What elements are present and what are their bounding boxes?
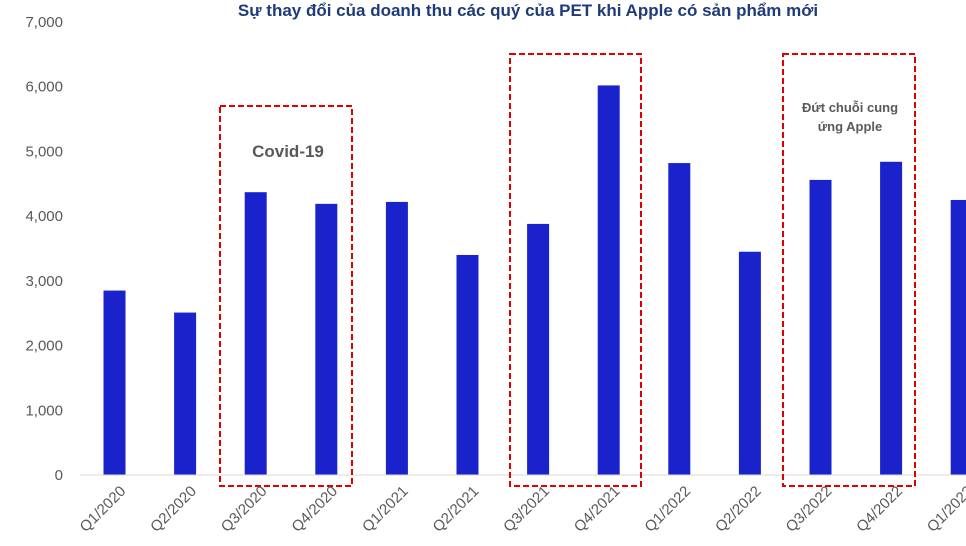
x-tick-label: Q4/2022 [853, 483, 906, 536]
x-tick-label: Q1/2020 [77, 483, 130, 536]
annotation-label: Covid-19 [252, 142, 324, 161]
bar [103, 290, 126, 475]
x-tick-label: Q2/2022 [712, 483, 765, 536]
highlight-box [782, 53, 916, 487]
bar [880, 161, 903, 476]
bars [103, 85, 966, 476]
x-tick-label: Q4/2020 [288, 483, 341, 536]
chart-title: Sự thay đổi của doanh thu các quý của PE… [238, 1, 818, 20]
bar [809, 179, 832, 475]
x-tick-label: Q1/2021 [359, 483, 412, 536]
x-tick-label: Q1/2023 [924, 483, 966, 536]
x-tick-label: Q2/2021 [430, 483, 483, 536]
y-axis: 0 1,000 2,000 3,000 4,000 5,000 6,000 7,000 [25, 14, 63, 484]
x-tick-label: Q1/2022 [641, 483, 694, 536]
y-tick-label: 0 [55, 467, 63, 484]
bar [527, 223, 550, 475]
x-tick-label: Q3/2021 [500, 483, 553, 536]
y-tick-label: 6,000 [25, 79, 63, 96]
y-tick-label: 7,000 [25, 14, 63, 31]
x-tick-label: Q4/2021 [571, 483, 624, 536]
bar [738, 251, 761, 475]
bar [315, 203, 338, 475]
x-tick-label: Q3/2022 [783, 483, 836, 536]
y-tick-label: 4,000 [25, 208, 63, 225]
bar [385, 201, 408, 476]
bar [950, 199, 966, 475]
highlight-box [219, 105, 353, 487]
annotation-label: Đứt chuỗi cung ứng Apple [802, 100, 898, 134]
y-tick-label: 5,000 [25, 143, 63, 160]
y-tick-label: 2,000 [25, 338, 63, 355]
bar [597, 85, 620, 476]
bar [668, 163, 691, 475]
x-tick-label: Q3/2020 [218, 483, 271, 536]
x-axis: Q1/2020 Q2/2020 Q3/2020 Q4/2020 Q1/2021 Q2/20… [77, 474, 966, 536]
highlight-box [509, 53, 642, 487]
y-tick-label: 1,000 [25, 402, 63, 419]
bar [456, 254, 479, 475]
y-tick-label: 3,000 [25, 273, 63, 290]
bar [244, 192, 267, 475]
x-tick-label: Q2/2020 [147, 483, 200, 536]
bar [174, 312, 197, 475]
highlight-boxes: Covid-19 Đứt chuỗi cung ứng Apple [219, 53, 916, 487]
